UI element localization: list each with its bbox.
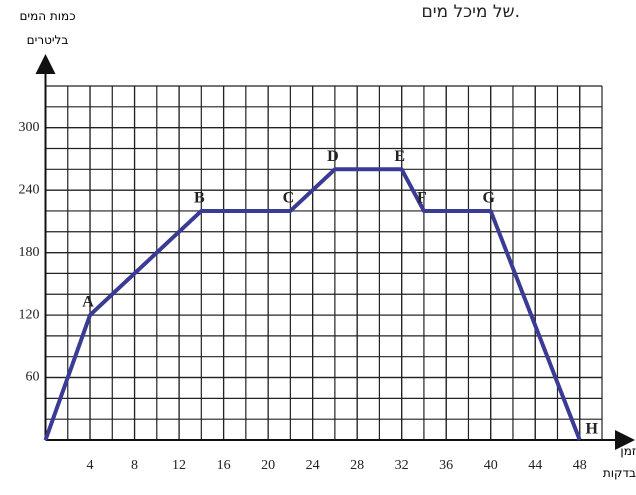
x-tick-label: 48 (573, 458, 587, 473)
y-axis-label: כמות המים בליטרים (19, 9, 76, 47)
x-tick-label: 40 (484, 458, 498, 473)
x-tick-label: 20 (261, 458, 275, 473)
y-tick-label: 240 (19, 182, 40, 197)
x-tick-label: 28 (350, 458, 364, 473)
point-label: F (417, 190, 427, 207)
point-label: G (482, 190, 495, 207)
x-tick-label: 36 (439, 458, 453, 473)
y-tick-label: 120 (19, 307, 40, 322)
y-tick-label: 60 (26, 370, 40, 385)
x-tick-label: 44 (528, 458, 542, 473)
point-label: D (327, 148, 339, 165)
point-label: C (283, 190, 295, 207)
y-axis-label-box: כמות המים בליטרים (19, 9, 76, 47)
x-tick-label: 4 (87, 458, 94, 473)
x-tick-label: 12 (172, 458, 186, 473)
point-label: H (586, 421, 599, 438)
point-label: B (194, 190, 205, 207)
y-tick-label: 180 (19, 245, 40, 260)
x-tick-label: 16 (217, 458, 231, 473)
x-tick-label: 24 (306, 458, 320, 473)
x-axis-label: זמן בדקות (602, 444, 636, 480)
point-label: E (394, 148, 405, 165)
x-tick-label: 8 (131, 458, 138, 473)
point-label: A (82, 294, 94, 311)
y-tick-label: 300 (19, 120, 40, 135)
x-axis-label-box: זמן בדקות (602, 444, 636, 480)
data-line (43, 167, 582, 441)
header-text: של מיכל מים. (421, 2, 520, 22)
x-tick-label: 32 (395, 458, 409, 473)
